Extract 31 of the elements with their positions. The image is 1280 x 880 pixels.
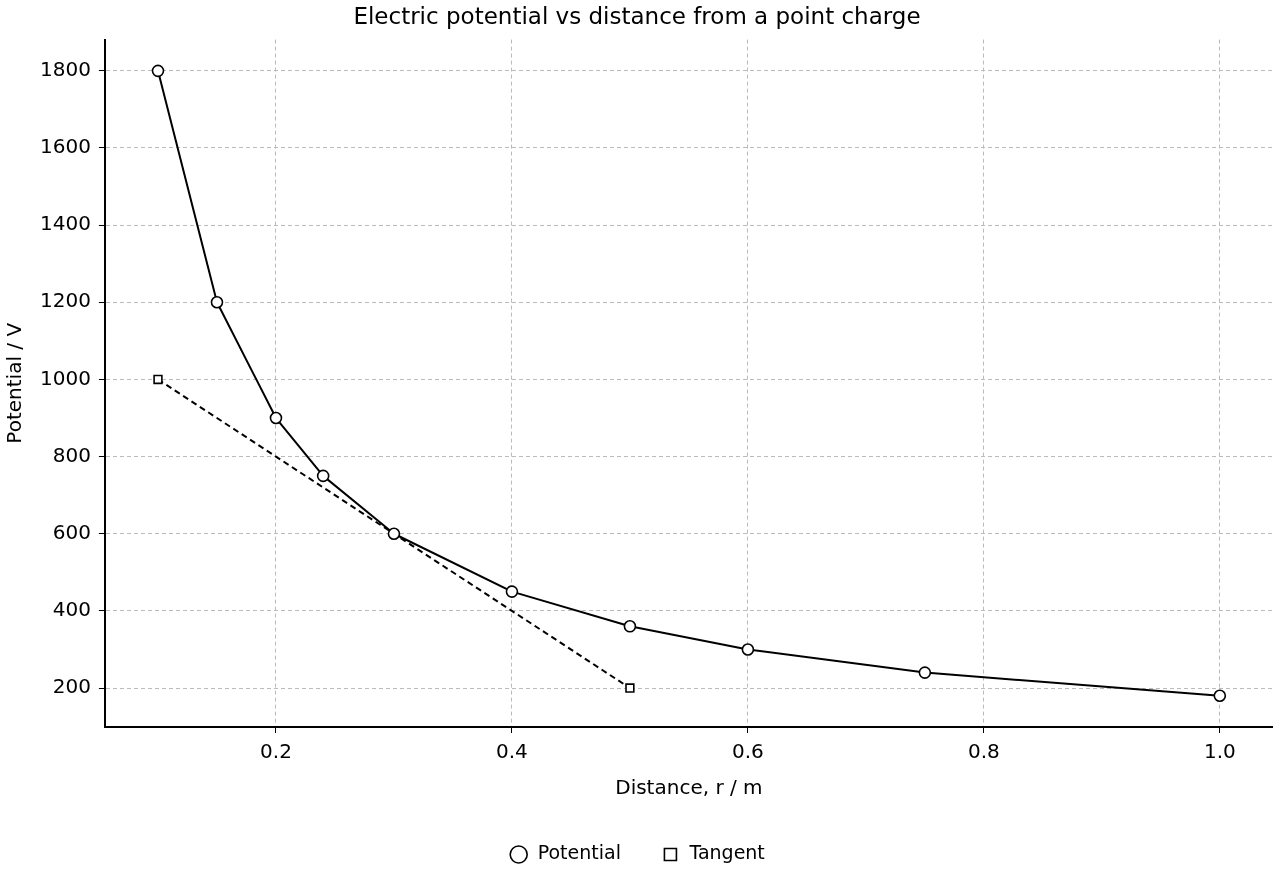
x-tick-label: 0.4 xyxy=(496,739,528,764)
x-tick-label: 1.0 xyxy=(1203,739,1236,764)
x-tick-label: 0.2 xyxy=(260,739,292,764)
y-tick-label: 1600 xyxy=(39,134,91,159)
y-tick-label: 800 xyxy=(52,442,91,467)
y-tick-label: 1000 xyxy=(39,365,91,390)
y-axis-title: Potential / V xyxy=(2,322,27,444)
point xyxy=(153,374,163,385)
chart-title: Electric potential vs distance from a point charge xyxy=(353,2,921,29)
y-tick-label: 1800 xyxy=(39,57,91,82)
point xyxy=(210,295,224,309)
y-tick-label: 1400 xyxy=(39,211,91,236)
point xyxy=(918,666,932,679)
point xyxy=(625,683,635,693)
y-tick-label: 1200 xyxy=(39,288,91,313)
legend-label: Potential xyxy=(537,841,621,864)
point xyxy=(1213,689,1227,703)
x-tick-label: 0.8 xyxy=(967,739,1000,764)
point xyxy=(269,411,283,425)
y-tick-label: 400 xyxy=(52,597,91,622)
point xyxy=(505,585,519,598)
point xyxy=(741,643,755,656)
point xyxy=(387,527,401,541)
legend-label: Tangent xyxy=(688,841,765,864)
x-axis-title: Distance, r / m xyxy=(615,775,763,800)
x-tick-label: 0.6 xyxy=(731,739,764,764)
point xyxy=(623,620,637,633)
y-tick-label: 200 xyxy=(52,674,91,699)
point xyxy=(151,64,165,78)
point xyxy=(316,469,330,483)
y-tick-label: 600 xyxy=(52,519,91,544)
